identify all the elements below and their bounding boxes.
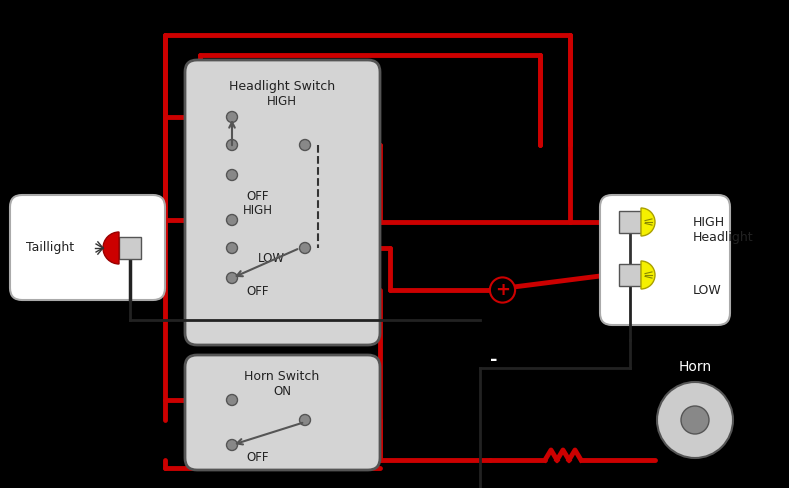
Circle shape [681,406,709,434]
FancyBboxPatch shape [185,355,380,470]
Text: -: - [490,351,498,369]
Circle shape [226,394,237,406]
Text: OFF: OFF [247,451,269,464]
Text: Horn Switch: Horn Switch [245,370,320,383]
Text: ON: ON [273,385,291,398]
Text: HIGH: HIGH [243,204,273,217]
Text: Horn: Horn [679,360,712,374]
Circle shape [300,414,311,426]
Text: HIGH: HIGH [267,95,297,108]
Text: Headlight: Headlight [693,230,753,244]
Wedge shape [103,232,119,264]
Circle shape [657,382,733,458]
Circle shape [226,215,237,225]
Circle shape [226,111,237,122]
Text: HIGH: HIGH [693,216,725,228]
Circle shape [226,440,237,450]
FancyBboxPatch shape [600,195,730,325]
FancyBboxPatch shape [185,60,380,345]
Text: LOW: LOW [693,284,722,297]
Text: LOW: LOW [258,251,285,264]
Text: OFF: OFF [247,190,269,203]
Text: +: + [495,281,510,299]
FancyBboxPatch shape [10,195,165,300]
Wedge shape [641,208,655,236]
Text: Taillight: Taillight [26,242,74,255]
Bar [619,264,641,286]
Circle shape [300,140,311,150]
Circle shape [226,243,237,253]
Circle shape [226,272,237,284]
Text: Headlight Switch: Headlight Switch [229,80,335,93]
Bar [119,237,141,259]
Circle shape [300,243,311,253]
Text: OFF: OFF [247,285,269,298]
Wedge shape [641,261,655,289]
Circle shape [226,169,237,181]
Circle shape [226,140,237,150]
Bar [619,211,641,233]
